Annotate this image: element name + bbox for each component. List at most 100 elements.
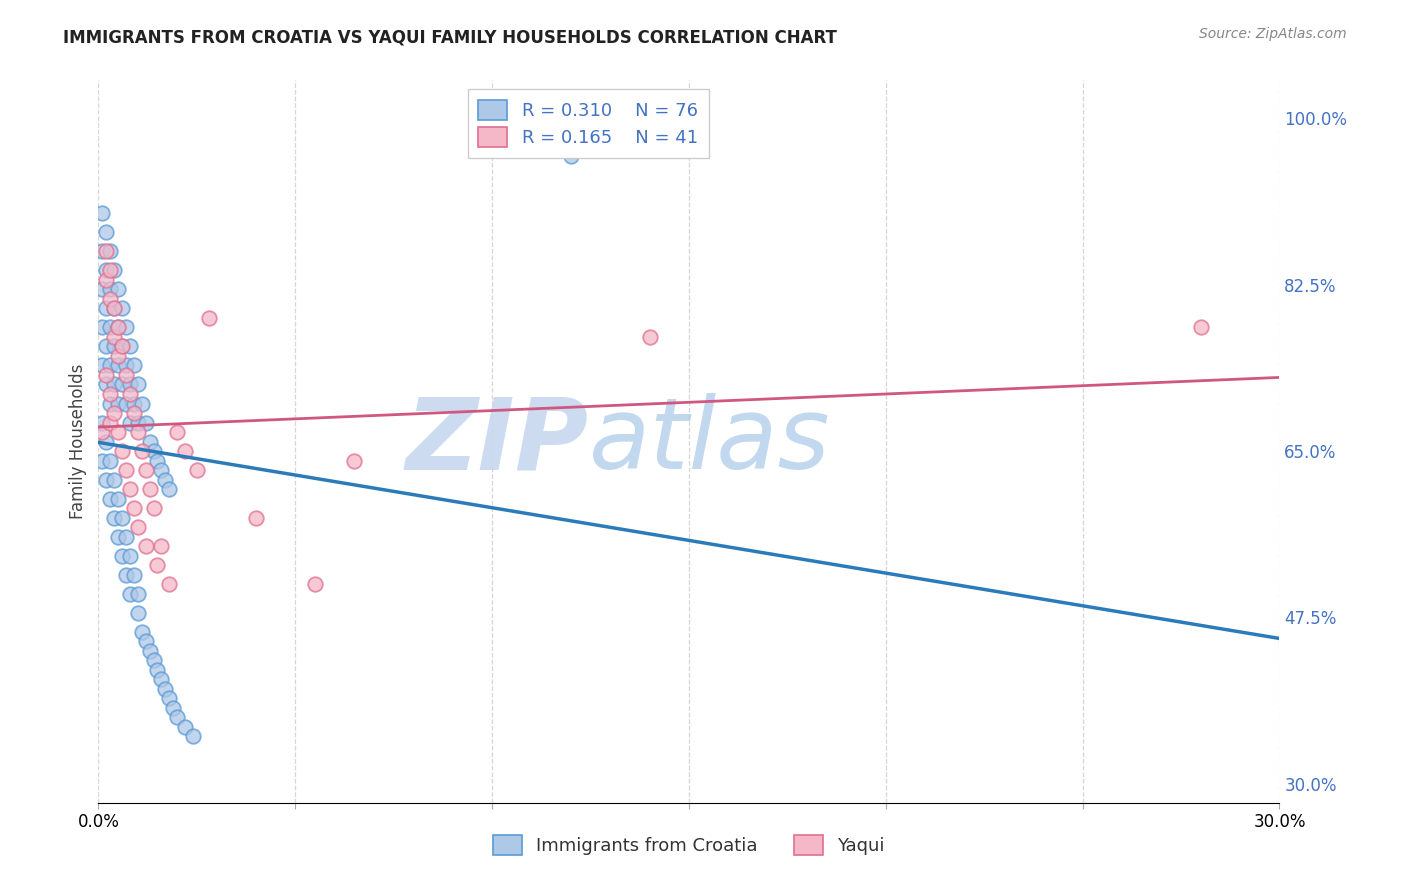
Point bbox=[107, 396, 129, 410]
Text: Source: ZipAtlas.com: Source: ZipAtlas.com bbox=[1199, 27, 1347, 41]
Point bbox=[166, 710, 188, 724]
Point bbox=[91, 206, 114, 220]
Point bbox=[127, 416, 149, 430]
Text: ZIP: ZIP bbox=[405, 393, 589, 490]
Point bbox=[91, 453, 114, 467]
Point bbox=[157, 482, 180, 496]
Point bbox=[146, 558, 169, 573]
Point bbox=[118, 587, 141, 601]
Point bbox=[122, 567, 145, 582]
Point bbox=[96, 263, 118, 277]
Point bbox=[91, 416, 114, 430]
Point bbox=[1189, 320, 1212, 334]
Point bbox=[118, 387, 141, 401]
Text: IMMIGRANTS FROM CROATIA VS YAQUI FAMILY HOUSEHOLDS CORRELATION CHART: IMMIGRANTS FROM CROATIA VS YAQUI FAMILY … bbox=[63, 29, 837, 46]
Point bbox=[138, 434, 160, 449]
Point bbox=[103, 406, 125, 420]
Point bbox=[135, 539, 157, 553]
Point bbox=[138, 482, 160, 496]
Point bbox=[111, 301, 134, 316]
Point bbox=[98, 359, 121, 373]
Point bbox=[96, 434, 118, 449]
Point bbox=[343, 453, 366, 467]
Point bbox=[181, 729, 204, 743]
Point bbox=[107, 320, 129, 334]
Point bbox=[122, 406, 145, 420]
Point bbox=[96, 368, 118, 382]
Point bbox=[107, 530, 129, 544]
Point bbox=[174, 444, 197, 458]
Point bbox=[127, 606, 149, 620]
Point bbox=[91, 425, 114, 439]
Point bbox=[98, 263, 121, 277]
Point bbox=[107, 359, 129, 373]
Point bbox=[155, 681, 177, 696]
Point bbox=[150, 672, 173, 686]
Point bbox=[96, 226, 118, 240]
Point bbox=[103, 339, 125, 353]
Point bbox=[150, 539, 173, 553]
Point bbox=[111, 339, 134, 353]
Y-axis label: Family Households: Family Households bbox=[69, 364, 87, 519]
Point bbox=[304, 577, 326, 591]
Point bbox=[157, 691, 180, 706]
Point bbox=[127, 520, 149, 534]
Point bbox=[174, 720, 197, 734]
Point bbox=[115, 463, 138, 477]
Point bbox=[98, 387, 121, 401]
Point bbox=[111, 377, 134, 392]
Point bbox=[98, 244, 121, 259]
Point bbox=[91, 320, 114, 334]
Point bbox=[115, 359, 138, 373]
Point bbox=[150, 463, 173, 477]
Point bbox=[98, 491, 121, 506]
Point bbox=[135, 634, 157, 648]
Point bbox=[127, 377, 149, 392]
Point bbox=[96, 473, 118, 487]
Point bbox=[142, 653, 165, 667]
Point bbox=[122, 359, 145, 373]
Point bbox=[98, 396, 121, 410]
Point bbox=[118, 549, 141, 563]
Point bbox=[155, 473, 177, 487]
Point bbox=[131, 396, 153, 410]
Point bbox=[98, 282, 121, 296]
Point bbox=[115, 530, 138, 544]
Point bbox=[98, 416, 121, 430]
Point bbox=[115, 320, 138, 334]
Point bbox=[103, 330, 125, 344]
Point bbox=[118, 339, 141, 353]
Point bbox=[107, 425, 129, 439]
Point bbox=[98, 292, 121, 306]
Point bbox=[142, 444, 165, 458]
Point bbox=[107, 349, 129, 363]
Point bbox=[103, 301, 125, 316]
Point bbox=[103, 510, 125, 524]
Point bbox=[131, 444, 153, 458]
Point bbox=[103, 263, 125, 277]
Point bbox=[103, 301, 125, 316]
Point bbox=[166, 425, 188, 439]
Point bbox=[103, 377, 125, 392]
Point bbox=[122, 501, 145, 516]
Point bbox=[111, 339, 134, 353]
Point bbox=[98, 453, 121, 467]
Point bbox=[96, 244, 118, 259]
Point bbox=[127, 425, 149, 439]
Point bbox=[638, 330, 661, 344]
Point bbox=[118, 482, 141, 496]
Point bbox=[131, 624, 153, 639]
Point bbox=[115, 567, 138, 582]
Point bbox=[96, 339, 118, 353]
Point bbox=[96, 273, 118, 287]
Point bbox=[162, 700, 184, 714]
Point bbox=[118, 416, 141, 430]
Point bbox=[111, 510, 134, 524]
Point bbox=[107, 491, 129, 506]
Point bbox=[96, 301, 118, 316]
Point bbox=[107, 320, 129, 334]
Point bbox=[103, 473, 125, 487]
Point bbox=[135, 416, 157, 430]
Point bbox=[111, 444, 134, 458]
Point bbox=[96, 377, 118, 392]
